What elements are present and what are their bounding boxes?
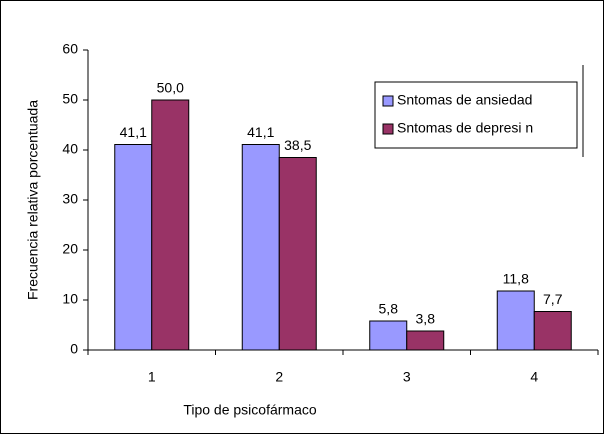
value-label: 7,7 [543, 291, 563, 307]
bar [278, 157, 317, 351]
y-tick-label: 50 [62, 91, 78, 107]
y-tick-label: 20 [62, 241, 78, 257]
value-label: 5,8 [379, 301, 399, 317]
bar [114, 144, 153, 351]
value-label: 41,1 [120, 124, 147, 140]
y-tick-label: 10 [62, 291, 78, 307]
bar [151, 99, 190, 351]
legend-swatch [382, 123, 394, 135]
bar [533, 311, 572, 351]
bar [496, 290, 535, 351]
x-tick-label: 1 [148, 369, 156, 385]
y-tick-label: 60 [62, 41, 78, 57]
legend-label: Sntomas de ansiedad [397, 92, 532, 108]
value-label: 3,8 [416, 311, 436, 327]
x-tick-label: 4 [530, 369, 538, 385]
x-axis-label: Tipo de psicofármaco [183, 402, 317, 418]
value-label: 11,8 [503, 271, 529, 287]
legend-label: Sntomas de depresi n [397, 120, 533, 136]
value-label: 41,1 [247, 124, 274, 140]
bar [369, 320, 408, 351]
y-tick-label: 40 [62, 141, 78, 157]
legend-box [374, 81, 578, 149]
y-axis-label: Frecuencia relativa porcentuada [25, 100, 41, 300]
y-tick-label: 0 [70, 341, 78, 357]
bar [241, 144, 280, 351]
value-label: 50,0 [157, 80, 184, 96]
x-tick-label: 3 [403, 369, 411, 385]
value-label: 38,5 [284, 137, 311, 153]
bar [406, 330, 445, 351]
legend-swatch [382, 95, 394, 107]
y-tick-label: 30 [62, 191, 78, 207]
x-tick-label: 2 [275, 369, 283, 385]
